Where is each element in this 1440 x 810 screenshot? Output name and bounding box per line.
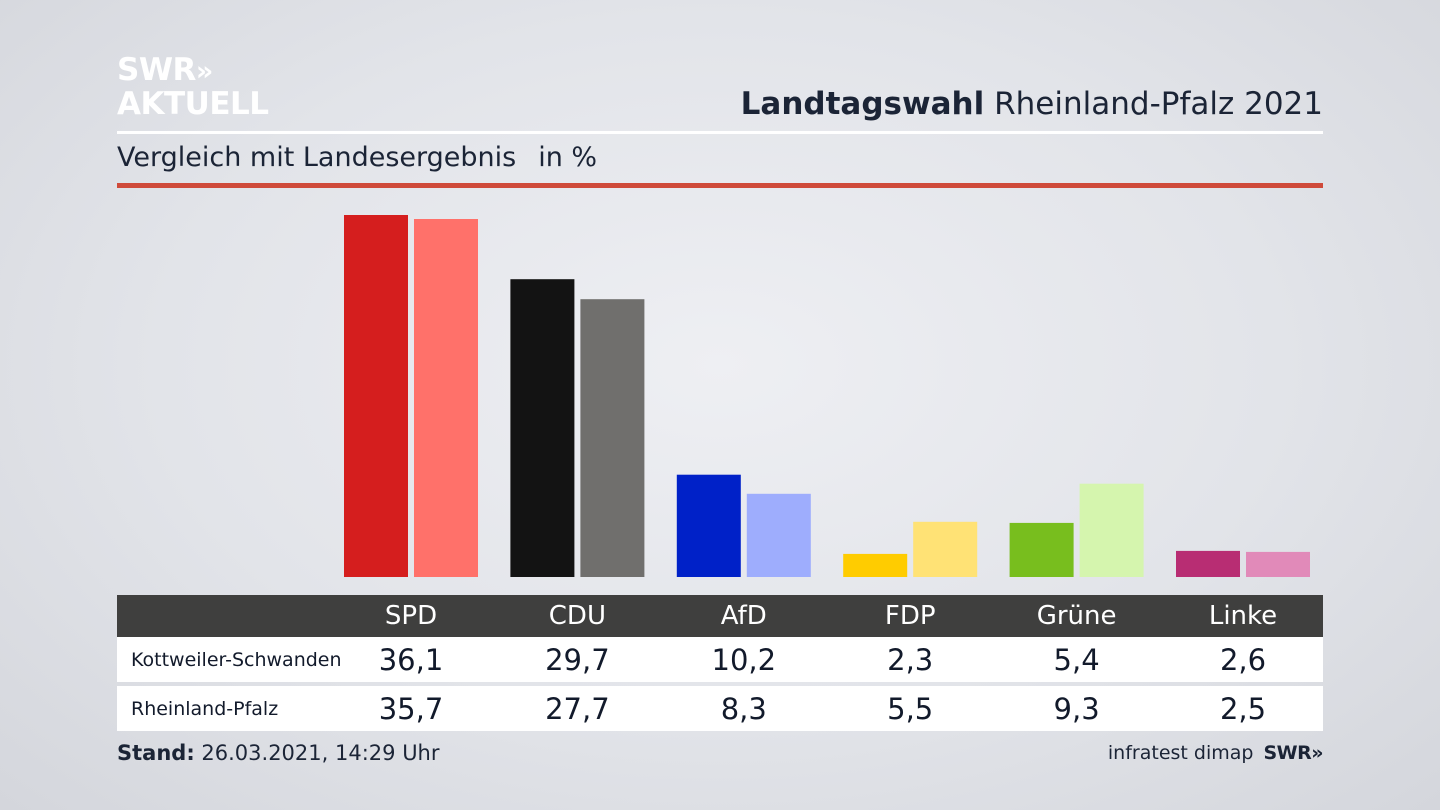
bar-linke-rheinland-pfalz	[1246, 551, 1310, 577]
column-header-afd: AfD	[720, 601, 767, 631]
chart-subtitle: Vergleich mit Landesergebnis in %	[117, 142, 597, 173]
timestamp: Stand: 26.03.2021, 14:29 Uhr	[117, 741, 440, 765]
row-label-kottweiler-schwanden: Kottweiler-Schwanden	[131, 648, 342, 671]
header-divider	[117, 131, 1323, 134]
subtitle-text: Vergleich mit Landesergebnis	[117, 142, 517, 173]
swr-aktuell-logo: SWR» AKTUELL	[117, 54, 269, 120]
source-text: infratest dimap	[1107, 742, 1254, 764]
bar-spd-kottweiler-schwanden	[344, 215, 408, 577]
bar-cdu-kottweiler-schwanden	[510, 279, 575, 577]
stand-label: Stand:	[117, 741, 195, 765]
value-spd-rheinland-pfalz: 35,7	[378, 691, 444, 726]
swr-small-logo: SWR»	[1263, 742, 1323, 764]
page-title: Landtagswahl Rheinland-Pfalz 2021	[741, 86, 1323, 122]
bar-gruene-rheinland-pfalz	[1079, 483, 1144, 577]
column-header-cdu: CDU	[548, 601, 606, 631]
column-header-gruene: Grüne	[1036, 601, 1117, 631]
value-cdu-rheinland-pfalz: 27,7	[545, 691, 610, 726]
bar-fdp-kottweiler-schwanden	[843, 553, 908, 577]
value-spd-kottweiler-schwanden: 36,1	[378, 642, 444, 677]
bar-afd-kottweiler-schwanden	[676, 474, 741, 577]
logo-swr-text: SWR	[117, 52, 196, 88]
table-header-row: SPD CDU AfD FDP Grüne Linke	[117, 595, 1323, 637]
table-row: Rheinland-Pfalz 35,7 27,7 8,3 5,5 9,3 2,5	[117, 686, 1323, 731]
value-afd-rheinland-pfalz: 8,3	[720, 691, 767, 726]
column-header-fdp: FDP	[884, 601, 936, 631]
row-label-rheinland-pfalz: Rheinland-Pfalz	[131, 697, 279, 720]
value-cdu-kottweiler-schwanden: 29,7	[545, 642, 610, 677]
title-rest: Rheinland-Pfalz 2021	[994, 86, 1323, 122]
bar-spd-rheinland-pfalz	[414, 219, 478, 577]
column-header-linke: Linke	[1208, 601, 1278, 631]
bar-fdp-rheinland-pfalz	[913, 521, 978, 577]
bar-linke-kottweiler-schwanden	[1176, 550, 1240, 577]
value-gruene-kottweiler-schwanden: 5,4	[1053, 642, 1100, 677]
value-linke-rheinland-pfalz: 2,5	[1219, 691, 1267, 726]
table-row: Kottweiler-Schwanden 36,1 29,7 10,2 2,3 5,4 2…	[117, 637, 1323, 682]
column-header-spd: SPD	[384, 601, 438, 631]
source-credit: infratest dimap SWR»	[1107, 742, 1324, 764]
value-fdp-kottweiler-schwanden: 2,3	[887, 642, 934, 677]
results-table: SPD CDU AfD FDP Grüne Linke Kottweiler-Schwan…	[117, 595, 1323, 731]
stand-value: 26.03.2021, 14:29 Uhr	[201, 741, 440, 765]
value-gruene-rheinland-pfalz: 9,3	[1053, 691, 1100, 726]
value-linke-kottweiler-schwanden: 2,6	[1219, 642, 1267, 677]
value-fdp-rheinland-pfalz: 5,5	[887, 691, 934, 726]
bar-gruene-kottweiler-schwanden	[1009, 522, 1074, 577]
bar-afd-rheinland-pfalz	[746, 493, 811, 577]
bar-cdu-rheinland-pfalz	[580, 299, 645, 577]
logo-aktuell-text: AKTUELL	[117, 86, 269, 122]
value-afd-kottweiler-schwanden: 10,2	[711, 642, 777, 677]
logo-swr: SWR»	[117, 54, 269, 88]
subtitle-unit: in %	[538, 142, 598, 173]
subtitle-divider	[117, 183, 1323, 188]
title-bold: Landtagswahl	[740, 86, 985, 122]
